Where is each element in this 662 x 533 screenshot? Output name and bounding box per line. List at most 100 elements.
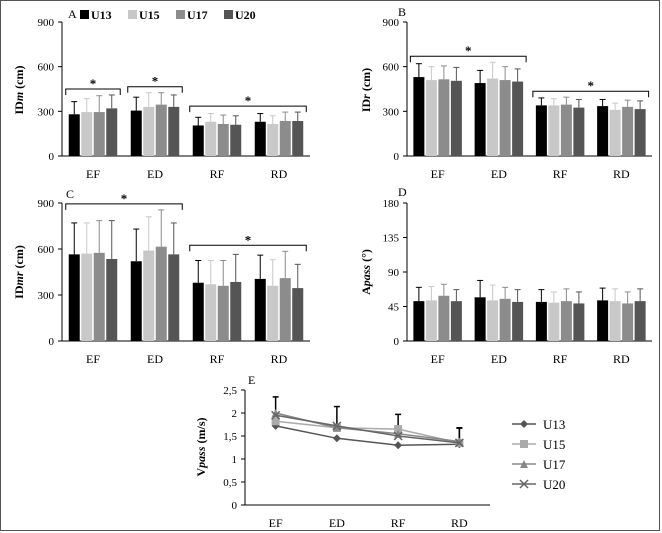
panel-a-y-tick-label: 0 <box>49 151 55 163</box>
legend-swatch-u20 <box>224 10 233 19</box>
panel-c-y-tick-label: 600 <box>38 244 55 256</box>
panel-c-significance-bracket <box>189 244 307 252</box>
panel-a-bar-u17 <box>217 123 229 156</box>
panel-c-x-tick-label: ED <box>147 352 163 366</box>
panel-d-bar-u17 <box>622 303 634 341</box>
panel-e-x-tick-label: ED <box>329 516 345 530</box>
panel-d-bar-u13 <box>413 301 425 341</box>
panel-d-x-tick-label: ED <box>491 352 507 366</box>
panel-a-y-tick-label: 600 <box>38 62 55 74</box>
panel-d-bar-u17 <box>560 301 572 341</box>
panel-e-legend-marker-u17 <box>520 460 528 468</box>
panel-e-y-tick-label: 1,5 <box>223 431 237 443</box>
panel-a-bar-u17 <box>279 121 291 156</box>
panel-c-bar-u13 <box>130 261 142 341</box>
legend-swatch-u13 <box>80 10 89 19</box>
panel-d-y-tick-label: 45 <box>388 302 400 314</box>
panel-e-series-line-u15 <box>275 420 460 444</box>
legend-swatch-u17 <box>176 10 185 19</box>
panel-e-legend-marker-u20 <box>519 479 529 489</box>
panel-d-letter: D <box>398 185 407 199</box>
panel-a-y-axis-label-text: IDm (cm) <box>12 65 26 114</box>
panel-a-significance-star: * <box>245 93 252 108</box>
panel-b-bar-u15 <box>548 105 560 156</box>
panel-e-y-tick-label: 2 <box>232 408 238 420</box>
panel-e-y-tick-label: 0 <box>232 500 238 512</box>
panel-d-x-tick-label: EF <box>431 352 445 366</box>
panel-b-bar-u13 <box>413 77 425 156</box>
panel-d-x-tick-label: RF <box>553 352 568 366</box>
panel-c-significance-star: * <box>245 232 252 247</box>
panel-c-x-tick-label: RD <box>271 352 288 366</box>
panel-d-bar-u13 <box>597 300 609 341</box>
panel-e-series-line-u13 <box>275 425 460 446</box>
panel-a-letter: A <box>68 7 77 21</box>
panel-b-significance-bracket <box>409 55 527 63</box>
panel-b-y-tick-label: 900 <box>383 17 400 29</box>
legend-label-u13: U13 <box>91 8 112 22</box>
panel-d-y-axis-label-text: Apass (°) <box>359 249 373 295</box>
panel-d-bar-u15 <box>425 300 437 341</box>
panel-b-x-tick-label: ED <box>491 167 507 181</box>
panel-b-significance-bracket <box>532 90 650 98</box>
panel-c-x-tick-label: EF <box>86 352 100 366</box>
legend-label-u15: U15 <box>139 8 160 22</box>
panel-c-y-axis-label-text: IDmr (cm) <box>12 245 26 299</box>
panel-b-bar-u15 <box>609 109 621 156</box>
panel-a-bar-u20 <box>106 108 118 156</box>
panel-a-bar-u20 <box>168 106 180 156</box>
panel-e-point-u17 <box>455 437 464 446</box>
panel-b-x-tick-label: RD <box>613 167 630 181</box>
panel-b-bar-u17 <box>438 79 450 156</box>
panel-e-y-axis-label: Vpass (m/s) <box>194 417 208 476</box>
panel-e-point-u15 <box>271 417 280 426</box>
panel-c-bar-u20 <box>168 254 180 341</box>
panel-b-bar-u20 <box>634 109 646 156</box>
panel-a-significance-bracket <box>65 88 121 95</box>
panel-c-bar-u13 <box>254 278 266 341</box>
panel-e-point-u13 <box>394 441 403 450</box>
panel-b-bar-u13 <box>535 105 547 156</box>
panel-c-significance-bracket <box>65 203 183 210</box>
panel-c-bar-u15 <box>205 284 217 341</box>
panel-b-bar-u17 <box>560 104 572 156</box>
panel-e-legend-marker-u15 <box>520 440 528 448</box>
panel-c-bar-u17 <box>279 278 291 341</box>
panel-e-legend-label-u13: U13 <box>543 417 565 432</box>
panel-e-series-line-u20 <box>275 414 460 444</box>
legend-label-u20: U20 <box>235 8 256 22</box>
panel-a-bar-u15 <box>81 112 93 156</box>
panel-e-point-u20 <box>271 410 281 420</box>
panel-a-bar-u13 <box>192 125 204 156</box>
panel-d-bar-u13 <box>474 297 486 341</box>
panel-c-significance-star: * <box>121 191 128 206</box>
panel-e-legend-label-u15: U15 <box>543 437 565 452</box>
panel-b-bar-u13 <box>474 83 486 156</box>
panel-e-y-tick-label: 1 <box>232 454 238 466</box>
panel-b-x-tick-label: EF <box>431 167 445 181</box>
panel-b-bar-u20 <box>450 80 462 156</box>
panel-a-x-tick-label: ED <box>147 167 163 181</box>
panel-b-y-tick-label: 300 <box>383 106 400 118</box>
panel-a-bar-u20 <box>292 121 304 156</box>
panel-c-bar-u13 <box>192 282 204 341</box>
panel-c-bar-u17 <box>217 285 229 341</box>
panel-a-bar-u17 <box>155 104 167 156</box>
panel-d-y-tick-label: 90 <box>388 267 400 279</box>
panel-c-bar-u17 <box>155 246 167 341</box>
panel-b-bar-u17 <box>499 80 511 156</box>
panel-b-bar-u13 <box>597 106 609 156</box>
panel-c-bar-u20 <box>230 281 242 341</box>
panel-d-bar-u20 <box>573 303 585 341</box>
panel-c-bar-u15 <box>267 285 279 341</box>
panel-d-bar-u17 <box>438 295 450 341</box>
panel-a-bar-u13 <box>130 110 142 156</box>
panel-a-bar-u15 <box>143 106 155 156</box>
legend-swatch-u15 <box>128 10 137 19</box>
panel-a-y-tick-label: 900 <box>38 17 55 29</box>
panel-e-point-u17 <box>332 423 341 432</box>
panel-d-y-axis-label: Apass (°) <box>359 249 373 295</box>
panel-c-y-tick-label: 300 <box>38 290 55 302</box>
panel-e-y-tick-label: 0,5 <box>223 477 237 489</box>
